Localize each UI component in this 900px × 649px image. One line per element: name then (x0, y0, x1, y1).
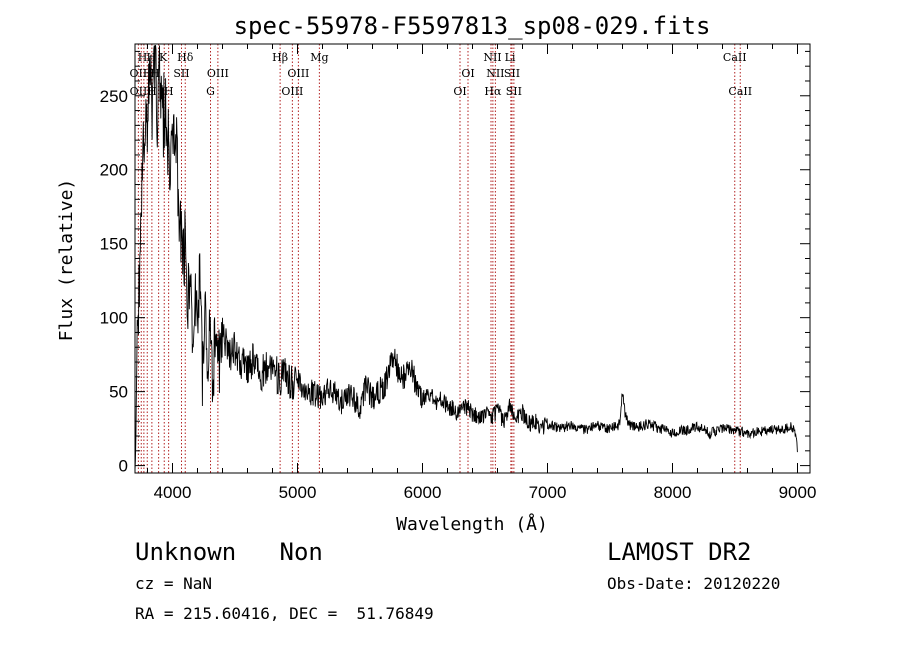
line-label-r1-3: Hδ (177, 51, 194, 64)
y-axis-ticks: 0 50 100 150 200 250 (100, 50, 810, 476)
x-tick-label-0: 4000 (154, 483, 192, 502)
line-label-r3-8: CaII (728, 85, 752, 98)
line-label-r2-8: SII (504, 67, 520, 80)
y-tick-label-2: 100 (100, 309, 128, 328)
object-class: Unknown Non (135, 538, 323, 566)
spectral-line-markers (137, 44, 741, 473)
line-label-r2-6: OI (461, 67, 474, 80)
ra-dec: RA = 215.60416, DEC = 51.76849 (135, 604, 434, 623)
line-label-r1-4: Hβ (272, 51, 288, 64)
y-axis-label: Flux (relative) (56, 179, 77, 342)
line-label-r3-6: Hα (484, 85, 502, 98)
x-tick-label-4: 8000 (654, 483, 692, 502)
x-axis-label: Wavelength (Å) (396, 513, 548, 535)
line-label-r2-4: OIII (207, 67, 229, 80)
line-label-r2-3: SII (173, 67, 189, 80)
line-label-r3-5: OI (453, 85, 466, 98)
x-tick-label-1: 5000 (279, 483, 317, 502)
y-tick-label-4: 200 (100, 161, 128, 180)
line-label-r1-7: Li (505, 51, 516, 64)
chart-title: spec-55978-F5597813_sp08-029.fits (234, 12, 711, 40)
survey-name: LAMOST DR2 (607, 538, 752, 566)
line-label-r1-2: K (159, 51, 168, 64)
line-label-r2-5: OIII (287, 67, 309, 80)
line-label-r1-5: Mg (310, 51, 328, 64)
line-label-r1-0: H (138, 51, 148, 64)
line-label-r1-6: NII (483, 51, 501, 64)
x-tick-label-5: 9000 (779, 483, 817, 502)
x-tick-label-3: 7000 (529, 483, 567, 502)
line-label-r1-8: CaII (723, 51, 747, 64)
observation-date: Obs-Date: 20120220 (607, 574, 781, 593)
y-tick-label-3: 150 (100, 235, 128, 254)
line-label-r2-1: H (143, 67, 153, 80)
line-label-r3-7: SII (506, 85, 522, 98)
y-tick-label-5: 250 (100, 87, 128, 106)
line-label-r2-7: NII (486, 67, 504, 80)
y-tick-label-1: 50 (109, 383, 128, 402)
line-label-r2-0: OII (130, 67, 148, 80)
line-label-r3-2: H (164, 85, 174, 98)
x-tick-label-2: 6000 (404, 483, 442, 502)
flux-line (134, 44, 798, 471)
line-label-r3-4: OIII (281, 85, 303, 98)
line-label-r3-3: G (206, 85, 215, 98)
redshift-cz: cz = NaN (135, 574, 213, 593)
x-axis-ticks: 4000 5000 6000 7000 8000 9000 (147, 44, 817, 502)
flux-series (134, 44, 798, 471)
y-tick-label-0: 0 (119, 457, 128, 476)
